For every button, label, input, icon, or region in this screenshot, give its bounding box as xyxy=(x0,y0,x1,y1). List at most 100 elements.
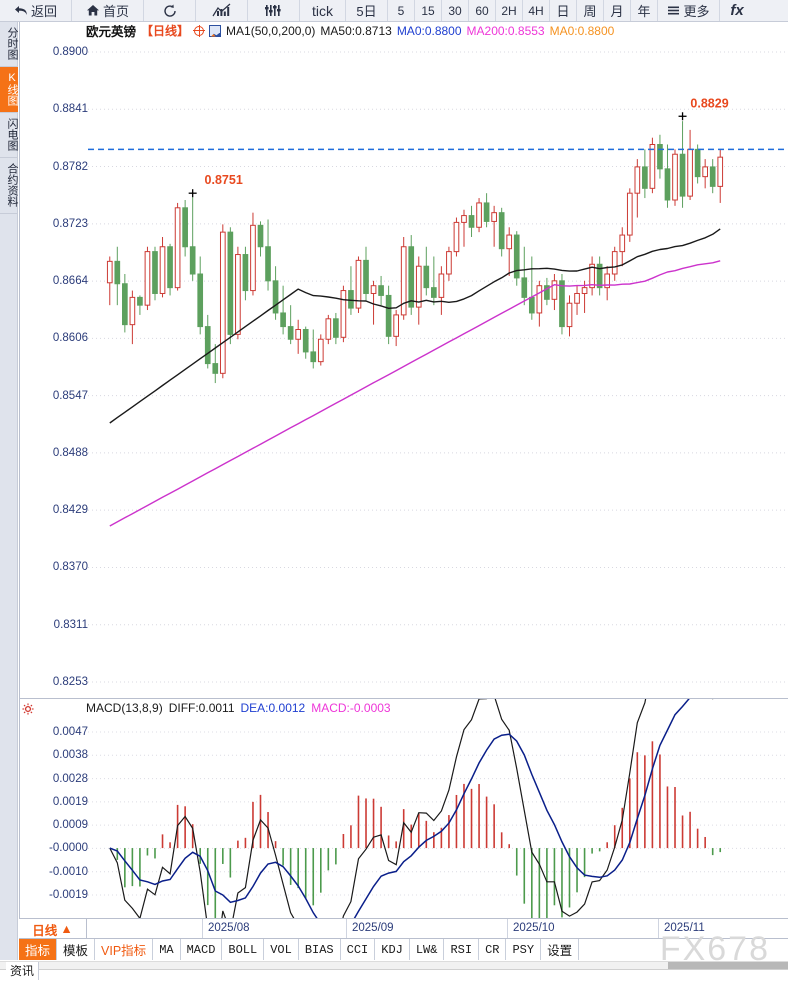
sidebar-item-kline[interactable]: K线图 xyxy=(0,67,18,113)
more-button-label: 更多 xyxy=(683,4,710,19)
tab-period-30[interactable]: 30 xyxy=(442,0,469,21)
back-button[interactable]: 返回 xyxy=(0,0,72,21)
candle xyxy=(423,265,430,289)
candle xyxy=(536,285,543,314)
tab-period-year[interactable]: 年 xyxy=(631,0,658,21)
indicator-button-cci[interactable]: CCI xyxy=(341,939,376,960)
indicator-settings-button[interactable] xyxy=(248,0,300,21)
time-axis-tick: 2025/10 xyxy=(513,922,555,934)
crosshair-icon[interactable] xyxy=(193,24,206,37)
macd-plot[interactable] xyxy=(88,699,788,919)
price-panel[interactable]: 欧元英镑 【日线】 MA1(50,0,200,0) MA50:0.8713 MA… xyxy=(20,22,788,698)
period-selector-button[interactable]: 日线 ▲ xyxy=(19,919,87,939)
tab-period-30-label: 30 xyxy=(448,3,462,18)
candle xyxy=(137,296,143,306)
tab-period-2h[interactable]: 2H xyxy=(496,0,523,21)
tab-tick[interactable]: tick xyxy=(300,0,346,21)
indicator-button-rsi[interactable]: RSI xyxy=(444,939,480,960)
indicator-button-boll[interactable]: BOLL xyxy=(222,939,265,960)
status-bar: 资讯 xyxy=(0,962,788,981)
refresh-icon xyxy=(163,4,176,17)
candle xyxy=(566,302,573,328)
macd-dea-value: DEA:0.0012 xyxy=(240,701,306,715)
indicator-button-cr[interactable]: CR xyxy=(479,939,507,960)
news-tab[interactable]: 资讯 xyxy=(6,962,40,980)
candle xyxy=(378,285,384,296)
candle xyxy=(664,168,671,201)
indicator-button-bias[interactable]: BIAS xyxy=(299,939,341,960)
indicator-tab-zhibiao[interactable]: 指标 xyxy=(19,939,58,960)
macd-panel[interactable]: MACD(13,8,9) DIFF:0.0011 DEA:0.0012 MACD… xyxy=(20,698,788,919)
indicator-button-ma[interactable]: MA xyxy=(153,939,181,960)
tab-period-60[interactable]: 60 xyxy=(469,0,496,21)
time-axis-separator xyxy=(202,919,203,939)
tab-period-day[interactable]: 日 xyxy=(550,0,577,21)
ma0-blue-value: MA0:0.8800 xyxy=(396,23,462,38)
function-button[interactable]: fx xyxy=(720,0,754,21)
scrollbar-thumb[interactable] xyxy=(668,962,788,970)
left-sidebar: 分时图 K线图 闪电图 合约资料 xyxy=(0,22,18,960)
chart-area[interactable]: 欧元英镑 【日线】 MA1(50,0,200,0) MA50:0.8713 MA… xyxy=(19,22,788,919)
indicator-tab-vip[interactable]: VIP指标 xyxy=(95,939,154,960)
candle xyxy=(340,290,347,338)
candle xyxy=(415,265,422,308)
tab-period-week[interactable]: 周 xyxy=(577,0,604,21)
indicator-button-vol[interactable]: VOL xyxy=(264,939,299,960)
sidebar-item-timeshare[interactable]: 分时图 xyxy=(0,22,18,67)
candle xyxy=(551,280,558,300)
price-axis-tick: 0.8488 xyxy=(52,446,88,459)
indicator-button-macd[interactable]: MACD xyxy=(181,939,223,960)
macd-axis-tick: -0.0000 xyxy=(48,842,88,855)
sidebar-item-contract-info[interactable]: 合约资料 xyxy=(0,158,18,214)
indicator-toolbar: 指标 模板 VIP指标 MA MACD BOLL VOL BIAS CCI KD… xyxy=(19,938,788,960)
refresh-button[interactable] xyxy=(144,0,196,21)
horizontal-scrollbar[interactable] xyxy=(0,961,788,970)
candle xyxy=(717,156,724,187)
candle xyxy=(694,148,701,178)
price-axis-tick: 0.8311 xyxy=(53,618,88,631)
candle xyxy=(604,273,611,289)
candle xyxy=(461,215,467,223)
candle xyxy=(634,166,641,194)
indicator-button-lwr-label: LW& xyxy=(415,942,438,957)
candle xyxy=(687,148,693,197)
sun-icon[interactable] xyxy=(22,703,34,715)
tab-5day[interactable]: 5日 xyxy=(346,0,388,21)
price-plot[interactable]: 0.8751 0.8829 xyxy=(88,22,788,698)
time-axis-tick: 2025/09 xyxy=(352,922,394,934)
indicator-tab-template[interactable]: 模板 xyxy=(57,939,96,960)
macd-axis-tick: -0.0010 xyxy=(48,865,88,878)
tab-period-month[interactable]: 月 xyxy=(604,0,631,21)
indicator-button-cr-label: CR xyxy=(485,942,500,957)
candle xyxy=(212,363,219,374)
tab-period-15[interactable]: 15 xyxy=(415,0,442,21)
candle xyxy=(709,166,716,187)
indicator-button-vol-label: VOL xyxy=(270,942,292,957)
candle xyxy=(122,283,128,326)
tab-period-day-label: 日 xyxy=(556,4,570,19)
tab-period-4h[interactable]: 4H xyxy=(523,0,550,21)
candle xyxy=(235,254,241,335)
indicator-icon[interactable] xyxy=(209,24,222,37)
candle xyxy=(250,224,256,292)
home-button[interactable]: 首页 xyxy=(72,0,144,21)
indicator-button-psy[interactable]: PSY xyxy=(506,939,542,960)
tab-period-5[interactable]: 5 xyxy=(388,0,415,21)
indicator-button-kdj[interactable]: KDJ xyxy=(375,939,410,960)
indicator-button-lwr[interactable]: LW& xyxy=(410,939,445,960)
macd-axis-tick: -0.0019 xyxy=(48,889,88,901)
caret-up-icon: ▲ xyxy=(60,922,73,936)
candle xyxy=(438,273,445,298)
more-button[interactable]: 更多 xyxy=(658,0,720,21)
macd-macd-value: MACD:-0.0003 xyxy=(311,701,391,715)
chart-type-button[interactable] xyxy=(196,0,248,21)
time-axis-tick: 2025/11 xyxy=(664,922,705,934)
sidebar-item-lightning[interactable]: 闪电图 xyxy=(0,113,18,158)
equalizer-icon xyxy=(264,5,281,16)
price-axis-tick: 0.8429 xyxy=(52,504,88,517)
price-annotation-label: 0.8751 xyxy=(205,173,243,187)
price-axis-tick: 0.8782 xyxy=(52,160,88,173)
indicator-tab-zhibiao-label: 指标 xyxy=(25,944,51,958)
indicator-button-settings[interactable]: 设置 xyxy=(541,939,580,960)
indicator-bar-filler xyxy=(579,939,788,960)
